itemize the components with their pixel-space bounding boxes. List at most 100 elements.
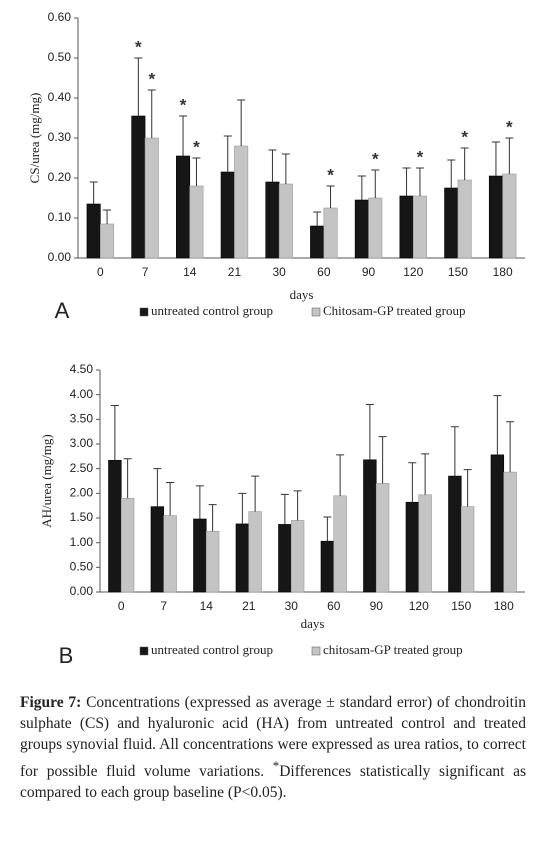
x-tick-label: 7 (142, 265, 149, 279)
significance-marker: * (506, 117, 513, 136)
bar (310, 225, 325, 259)
bar (189, 185, 204, 259)
y-tick-label: 0.30 (48, 130, 72, 144)
y-tick-label: 2.00 (70, 486, 94, 500)
y-tick-label: 0.10 (48, 210, 72, 224)
bar (399, 195, 414, 259)
y-tick-label: 0.00 (48, 250, 72, 264)
bar (193, 518, 207, 593)
significance-marker: * (193, 137, 200, 156)
y-tick-label: 0.50 (70, 560, 94, 574)
bar (290, 520, 305, 593)
error-bar (357, 175, 366, 200)
legend-label: untreated control group (151, 642, 273, 657)
x-tick-label: 14 (183, 265, 197, 279)
caption: Figure 7: Concentrations (expressed as a… (20, 692, 526, 803)
bar (363, 459, 377, 593)
error-bar (268, 149, 277, 182)
y-tick-label: 3.00 (70, 436, 94, 450)
x-tick-label: 7 (160, 599, 167, 613)
error-bar (421, 453, 430, 495)
bar (278, 524, 292, 593)
x-tick-label: 60 (317, 265, 331, 279)
error-bar (89, 181, 98, 204)
significance-marker: * (135, 37, 142, 56)
x-tick-label: 150 (451, 599, 471, 613)
error-bar (280, 493, 289, 525)
error-bar (447, 159, 456, 188)
x-tick-label: 120 (409, 599, 429, 613)
legend-label: untreated control group (151, 303, 273, 318)
y-tick-label: 0.50 (48, 50, 72, 64)
significance-marker: * (372, 149, 379, 168)
error-bar (506, 421, 515, 473)
y-tick-label: 2.50 (70, 461, 94, 475)
error-bar (208, 504, 217, 532)
bar (235, 523, 250, 593)
bar (265, 181, 280, 259)
bar (375, 483, 390, 593)
significance-marker: * (148, 69, 155, 88)
error-bar (103, 209, 112, 224)
caption-text: Concentrations (expressed as average ± s… (20, 694, 526, 781)
x-tick-label: 30 (285, 599, 299, 613)
error-bar (313, 211, 322, 226)
y-axis-label: AH/urea (mg/mg) (39, 434, 54, 528)
x-tick-label: 21 (242, 599, 256, 613)
x-tick-label: 21 (228, 265, 242, 279)
error-bar (281, 153, 290, 184)
bar (405, 501, 420, 593)
bar (144, 137, 159, 259)
error-bar (505, 137, 514, 174)
error-bar (415, 167, 424, 196)
y-tick-label: 0.20 (48, 170, 72, 184)
x-axis-label: days (290, 287, 314, 302)
bar (150, 506, 165, 593)
bar (205, 531, 220, 593)
bar (220, 171, 235, 259)
error-bar (371, 169, 380, 198)
bar (354, 199, 369, 259)
y-tick-label: 0.00 (70, 584, 94, 598)
y-tick-label: 4.00 (70, 387, 94, 401)
bar (502, 173, 517, 259)
bar (503, 471, 517, 593)
x-tick-label: 90 (362, 265, 376, 279)
bar (333, 495, 347, 593)
panel-label: B (59, 643, 74, 668)
error-bar (237, 99, 246, 146)
y-tick-label: 4.50 (70, 362, 94, 376)
error-bar (408, 462, 417, 503)
panel-label: A (55, 298, 70, 323)
legend-label: chitosam-GP treated group (323, 642, 463, 657)
x-tick-label: 150 (448, 265, 468, 279)
bar (176, 155, 191, 259)
significance-marker: * (461, 127, 468, 146)
bar (457, 179, 472, 259)
y-tick-label: 3.50 (70, 412, 94, 426)
x-axis-label: days (301, 616, 325, 631)
legend-swatch (139, 307, 149, 317)
figure: 0.00 0.10 0.20 0.30 0.40 0.50 0.60 CS/urea (mg/… (27, 10, 525, 668)
error-bar (223, 135, 232, 172)
error-bar (147, 89, 156, 138)
significance-marker: * (417, 147, 424, 166)
bar (120, 497, 135, 593)
error-bar (336, 454, 345, 496)
legend-swatch (311, 646, 321, 656)
error-bar (153, 468, 162, 507)
significance-marker: * (180, 95, 187, 114)
error-bar (460, 147, 469, 180)
error-bar (326, 185, 335, 208)
error-bar (378, 436, 387, 484)
x-tick-label: 120 (403, 265, 423, 279)
error-bar (192, 157, 201, 186)
caption-note: Differences statistically significant as… (20, 763, 526, 802)
y-tick-label: 0.40 (48, 90, 72, 104)
bar (108, 459, 122, 593)
error-bar (365, 404, 374, 460)
error-bar (179, 115, 188, 156)
bar (444, 187, 459, 259)
bar (278, 183, 293, 259)
bar (460, 506, 475, 593)
